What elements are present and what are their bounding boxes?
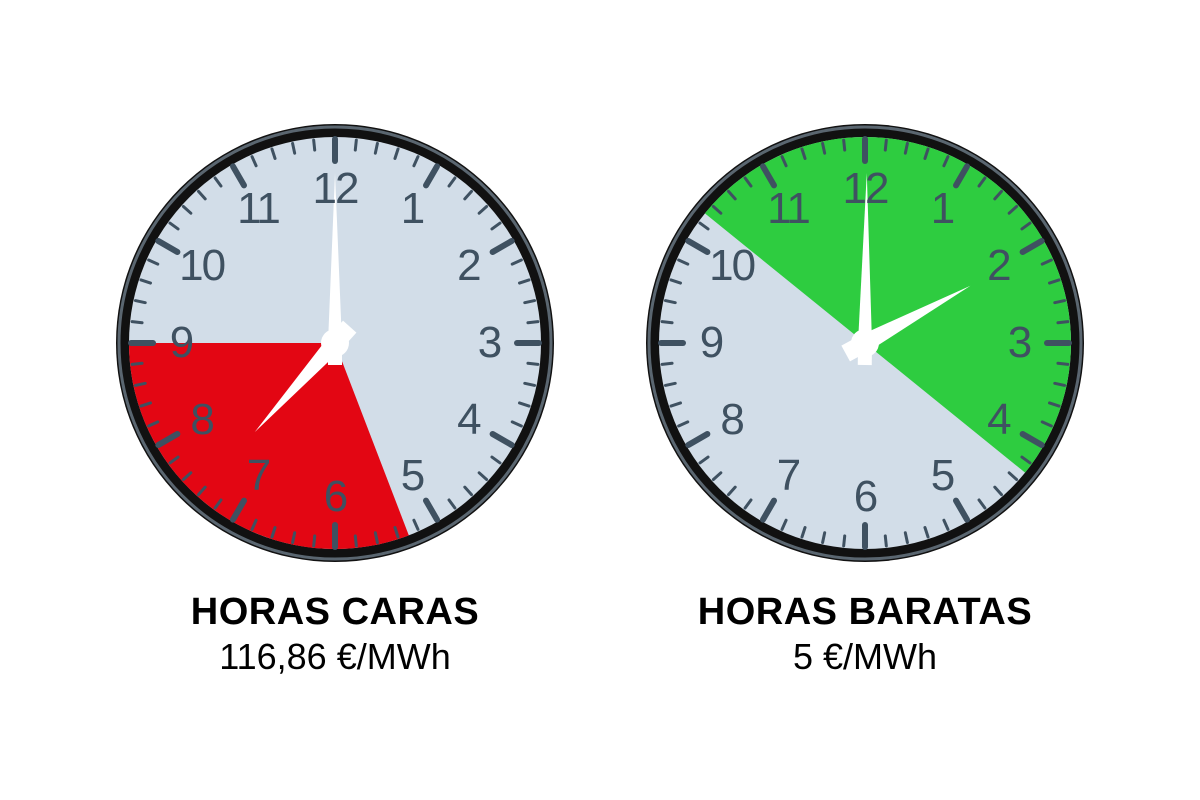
cheap-clock: 123456789101112: [645, 123, 1085, 563]
clock-numeral-4: 4: [987, 395, 1009, 445]
clock-numeral-12: 12: [313, 164, 358, 214]
expensive-clock: 123456789101112: [115, 123, 555, 563]
expensive-price: 116,86 €/MWh: [191, 636, 479, 678]
expensive-caption: HORAS CARAS 116,86 €/MWh: [191, 591, 479, 678]
clock-numeral-10: 10: [709, 241, 754, 291]
clock-numeral-7: 7: [247, 451, 269, 501]
cheap-price: 5 €/MWh: [698, 636, 1032, 678]
clock-numeral-2: 2: [987, 241, 1009, 291]
clock-numeral-11: 11: [237, 184, 279, 234]
clock-numeral-9: 9: [700, 318, 722, 368]
cheap-hours-panel: 123456789101112 HORAS BARATAS 5 €/MWh: [645, 123, 1085, 678]
clock-numeral-4: 4: [457, 395, 479, 445]
clock-numeral-5: 5: [931, 451, 953, 501]
clock-numeral-6: 6: [854, 472, 876, 522]
cheap-title: HORAS BARATAS: [698, 591, 1032, 634]
clock-numeral-3: 3: [478, 318, 500, 368]
clock-numeral-8: 8: [190, 395, 212, 445]
clock-numeral-8: 8: [720, 395, 742, 445]
clock-numeral-1: 1: [931, 184, 953, 234]
clock-numeral-7: 7: [777, 451, 799, 501]
expensive-hours-panel: 123456789101112 HORAS CARAS 116,86 €/MWh: [115, 123, 555, 678]
clock-numeral-12: 12: [843, 164, 888, 214]
cheap-caption: HORAS BARATAS 5 €/MWh: [698, 591, 1032, 678]
clock-numeral-3: 3: [1008, 318, 1030, 368]
clock-numeral-1: 1: [401, 184, 423, 234]
clock-numeral-6: 6: [324, 472, 346, 522]
clock-numeral-10: 10: [179, 241, 224, 291]
clock-numeral-2: 2: [457, 241, 479, 291]
clock-numeral-9: 9: [170, 318, 192, 368]
clock-numeral-5: 5: [401, 451, 423, 501]
clock-numeral-11: 11: [767, 184, 809, 234]
expensive-title: HORAS CARAS: [191, 591, 479, 634]
